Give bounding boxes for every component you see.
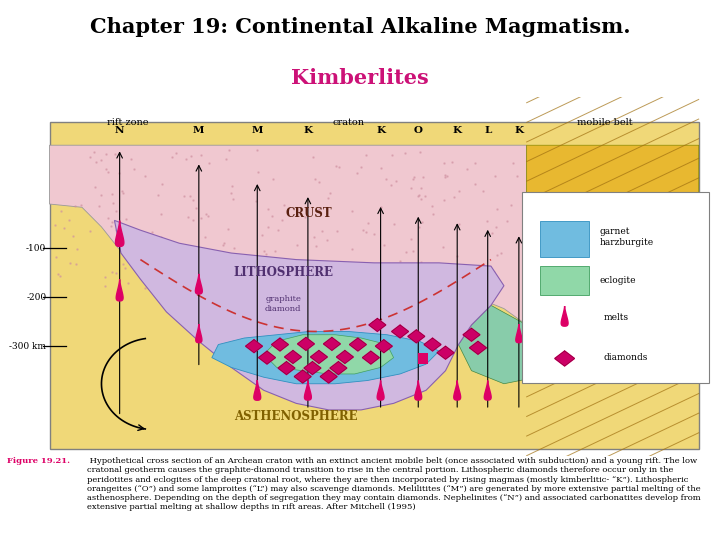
Text: K: K [303, 126, 312, 136]
Polygon shape [554, 351, 575, 366]
Text: garnet
harzburgite: garnet harzburgite [600, 227, 654, 247]
Polygon shape [195, 274, 202, 294]
Polygon shape [392, 325, 408, 338]
Polygon shape [196, 324, 202, 343]
Text: -100: -100 [26, 244, 46, 253]
Polygon shape [116, 279, 123, 301]
Text: melts: melts [603, 313, 629, 322]
Text: eclogite: eclogite [600, 275, 636, 285]
Polygon shape [469, 341, 487, 354]
Text: M: M [193, 126, 204, 136]
Polygon shape [454, 381, 461, 400]
Text: N: N [115, 126, 125, 136]
Text: K: K [453, 126, 462, 136]
Polygon shape [463, 328, 480, 341]
Polygon shape [305, 381, 311, 400]
Polygon shape [415, 381, 422, 400]
Text: -200: -200 [26, 293, 46, 302]
Polygon shape [271, 338, 289, 351]
Text: Kimberlites: Kimberlites [291, 68, 429, 88]
Polygon shape [246, 340, 263, 353]
Text: ASTHENOSPHERE: ASTHENOSPHERE [235, 410, 358, 423]
Text: O: O [414, 126, 423, 136]
Bar [540, 221, 589, 257]
Polygon shape [424, 338, 441, 351]
Polygon shape [264, 335, 394, 374]
Text: diamonds: diamonds [603, 353, 648, 362]
Polygon shape [362, 351, 379, 364]
Text: -300 km: -300 km [9, 342, 46, 350]
Text: CRUST: CRUST [286, 207, 333, 220]
Text: mobile belt: mobile belt [577, 118, 632, 127]
Polygon shape [294, 370, 311, 383]
Polygon shape [310, 350, 328, 363]
Text: rift zone: rift zone [107, 118, 148, 127]
Polygon shape [50, 145, 526, 325]
Polygon shape [516, 324, 522, 343]
Polygon shape [437, 346, 454, 359]
FancyBboxPatch shape [522, 192, 709, 383]
Text: graphite: graphite [265, 295, 301, 303]
Polygon shape [459, 302, 601, 384]
Polygon shape [115, 220, 124, 246]
Polygon shape [258, 351, 276, 364]
Polygon shape [369, 319, 386, 332]
Polygon shape [349, 338, 366, 351]
Polygon shape [304, 362, 321, 375]
Polygon shape [297, 338, 315, 350]
Text: Hypothetical cross section of an Archean craton with an extinct ancient mobile b: Hypothetical cross section of an Archean… [87, 457, 701, 511]
Polygon shape [561, 306, 568, 326]
Text: craton: craton [332, 118, 364, 127]
Polygon shape [526, 145, 698, 328]
Polygon shape [212, 332, 439, 384]
Polygon shape [114, 220, 504, 410]
Polygon shape [278, 362, 295, 375]
Text: LITHOSPHERE: LITHOSPHERE [233, 266, 333, 279]
Polygon shape [320, 370, 337, 383]
Polygon shape [254, 380, 261, 400]
Polygon shape [375, 340, 392, 353]
Polygon shape [284, 350, 302, 363]
Bar [418, 353, 428, 363]
Polygon shape [336, 350, 354, 363]
Polygon shape [408, 330, 425, 343]
Text: K: K [514, 126, 523, 136]
Bar [540, 266, 589, 295]
Polygon shape [330, 362, 347, 375]
Polygon shape [323, 338, 341, 350]
Text: L: L [484, 126, 492, 136]
Polygon shape [485, 381, 491, 400]
Text: diamond: diamond [265, 305, 302, 313]
Text: M: M [251, 126, 263, 136]
Text: Chapter 19: Continental Alkaline Magmatism.: Chapter 19: Continental Alkaline Magmati… [90, 17, 630, 37]
Text: Figure 19.21.: Figure 19.21. [7, 457, 71, 465]
Text: K: K [376, 126, 385, 136]
Polygon shape [377, 381, 384, 400]
